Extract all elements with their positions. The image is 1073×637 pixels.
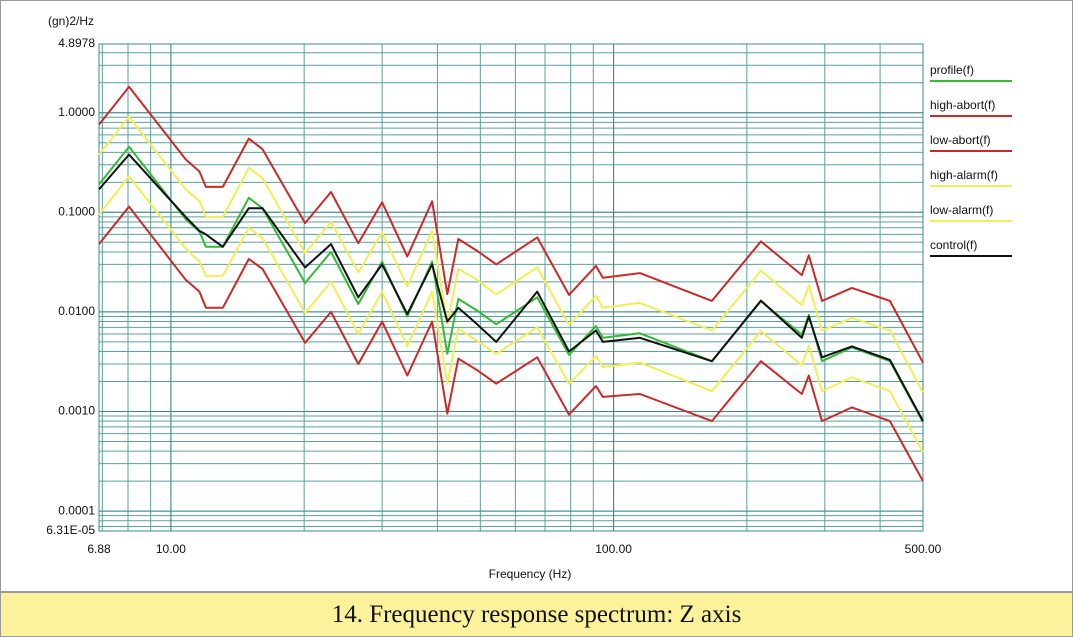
legend-label: high-alarm(f)	[930, 168, 998, 182]
series-line	[98, 175, 924, 453]
y-axis-label: (gn)2/Hz	[48, 14, 94, 28]
series-line	[98, 153, 924, 422]
x-axis-label: Frequency (Hz)	[489, 567, 572, 581]
x-tick-label: 500.00	[905, 542, 942, 556]
legend-label: high-abort(f)	[930, 98, 995, 112]
y-tick-label: 0.0100	[58, 304, 95, 318]
legend-label: low-alarm(f)	[930, 203, 993, 217]
series-line	[98, 85, 924, 364]
y-tick-label: 0.0010	[58, 404, 95, 418]
plot-area	[98, 43, 924, 532]
y-tick-label: 1.0000	[58, 105, 95, 119]
x-tick-label: 6.88	[87, 542, 111, 556]
chart: (gn)2/Hz Frequency (Hz) 6.31E-05 0.0001 0.…	[0, 0, 1073, 592]
x-tick-label: 10.00	[156, 542, 186, 556]
series-line	[98, 205, 924, 482]
y-tick-label: 4.8978	[58, 36, 95, 50]
y-tick-label: 0.0001	[58, 503, 95, 517]
series-line	[98, 115, 924, 393]
y-tick-label: 6.31E-05	[46, 523, 95, 537]
x-tick-label: 100.00	[595, 542, 632, 556]
legend-label: control(f)	[930, 238, 977, 252]
legend-label: profile(f)	[930, 63, 974, 77]
y-tick-label: 0.1000	[58, 204, 95, 218]
legend-label: low-abort(f)	[930, 133, 991, 147]
caption: 14. Frequency response spectrum: Z axis	[0, 592, 1073, 637]
